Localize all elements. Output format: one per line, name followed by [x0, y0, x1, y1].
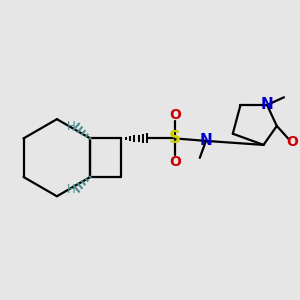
Text: N: N: [261, 98, 273, 112]
Text: O: O: [169, 154, 181, 169]
Text: S: S: [169, 129, 181, 147]
Text: H: H: [67, 120, 75, 133]
Text: N: N: [200, 134, 212, 148]
Text: O: O: [286, 135, 298, 149]
Text: O: O: [169, 108, 181, 122]
Text: H: H: [67, 183, 75, 196]
